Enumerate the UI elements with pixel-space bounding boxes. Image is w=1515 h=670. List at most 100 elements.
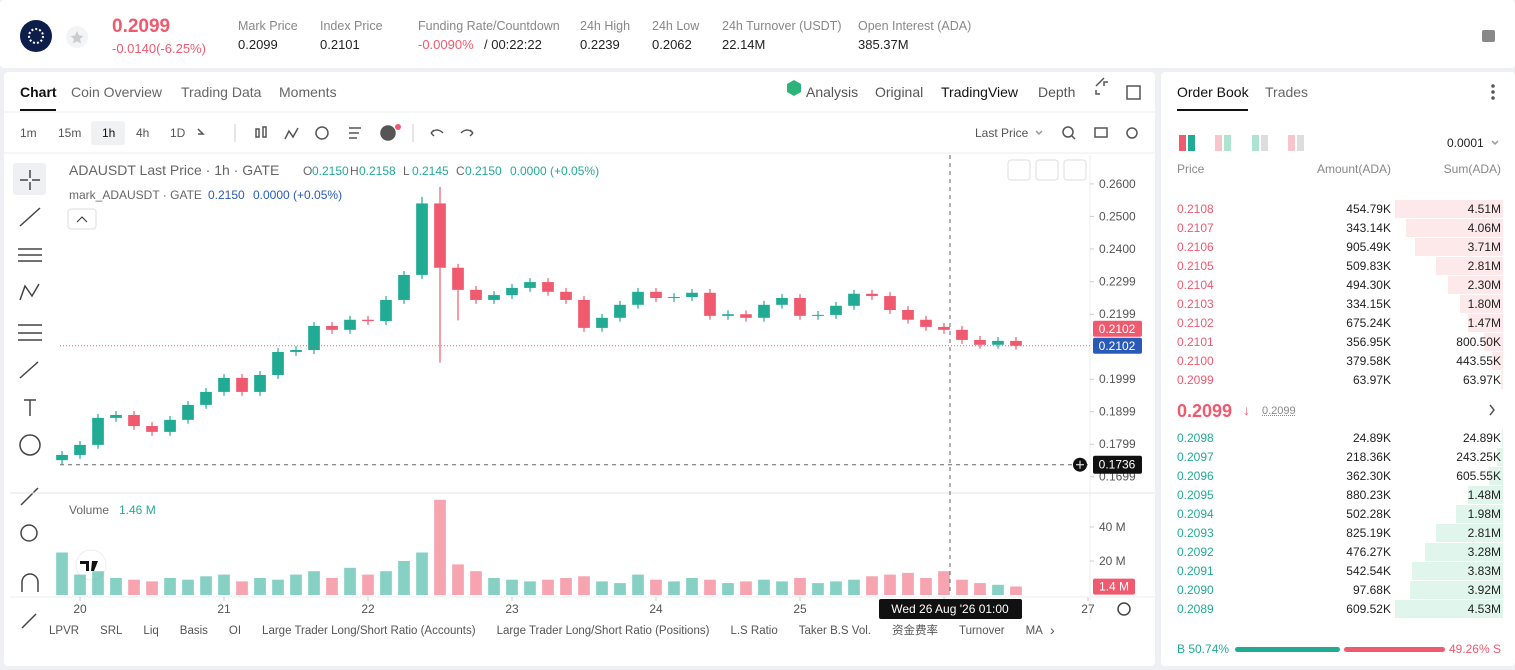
interval[interactable]: 1D xyxy=(170,126,186,140)
mark-price-box xyxy=(1093,337,1142,354)
ob-price[interactable]: 0.2091 xyxy=(1177,564,1214,578)
ob-price[interactable]: 0.2108 xyxy=(1177,202,1214,216)
ob-sum: 443.55K xyxy=(1456,354,1501,368)
x-tick-label: 20 xyxy=(73,602,87,616)
depth-bar xyxy=(1497,448,1503,466)
indicator[interactable]: SRL xyxy=(100,625,123,637)
depth-bar xyxy=(1424,543,1503,561)
volume-bar xyxy=(578,576,590,595)
interval[interactable]: 1m xyxy=(20,126,37,140)
volume-bar xyxy=(668,581,680,595)
ob-view-icons[interactable] xyxy=(1179,135,1304,151)
chart-panel xyxy=(4,72,1155,666)
interval[interactable]: 1h xyxy=(102,126,116,140)
ob-price[interactable]: 0.2105 xyxy=(1177,259,1214,273)
candle-body xyxy=(830,305,842,315)
ob-price[interactable]: 0.2093 xyxy=(1177,526,1214,540)
candle-body xyxy=(146,426,158,432)
drawing-tools[interactable] xyxy=(13,163,46,629)
stat-value: -0.0090% xyxy=(418,37,474,52)
depth-bar xyxy=(1488,467,1503,485)
volume-bar xyxy=(524,581,536,595)
ob-sum: 2.81M xyxy=(1467,259,1501,273)
depth-bar xyxy=(1501,371,1503,389)
ob-amount: 356.95K xyxy=(1346,335,1391,349)
indicator-more[interactable]: › xyxy=(1050,622,1055,638)
ob-arrow: ↓ xyxy=(1243,402,1250,418)
stat-label: 24h Turnover (USDT) xyxy=(722,19,842,33)
ob-price[interactable]: 0.2089 xyxy=(1177,602,1214,616)
candle-body xyxy=(686,292,698,298)
layout-icon[interactable] xyxy=(1482,30,1495,42)
stat-label: Index Price xyxy=(320,19,383,33)
view-tab[interactable]: Original xyxy=(875,84,924,100)
y-tick-label: 0.2299 xyxy=(1099,275,1136,289)
ob-price[interactable]: 0.2096 xyxy=(1177,469,1214,483)
ob-price[interactable]: 0.2101 xyxy=(1177,335,1214,349)
ob-price[interactable]: 0.2103 xyxy=(1177,297,1214,311)
ob-price[interactable]: 0.2098 xyxy=(1177,431,1214,445)
collapse-btn xyxy=(67,208,97,230)
candle-body xyxy=(650,291,662,298)
ob-price[interactable]: 0.2102 xyxy=(1177,316,1214,330)
indicator[interactable]: 资金费率 xyxy=(891,625,938,637)
ob-price[interactable]: 0.2095 xyxy=(1177,488,1214,502)
indicator[interactable]: MA xyxy=(1025,625,1043,637)
indicator[interactable]: Basis xyxy=(179,625,208,637)
interval[interactable]: 4h xyxy=(136,126,150,140)
ob-price[interactable]: 0.2094 xyxy=(1177,507,1214,521)
volume-bar xyxy=(416,552,428,595)
ob-price[interactable]: 0.2099 xyxy=(1177,373,1214,387)
ob-precision[interactable]: 0.0001 xyxy=(1447,136,1484,150)
ob-tab[interactable]: Trades xyxy=(1265,84,1309,100)
view-tab[interactable]: Depth xyxy=(1038,84,1076,100)
ob-tab[interactable]: Order Book xyxy=(1177,84,1249,100)
view-tab[interactable]: TradingView xyxy=(941,84,1019,100)
indicator[interactable]: Taker B.S Vol. xyxy=(798,625,871,637)
sell-bar xyxy=(1343,647,1445,652)
ob-price[interactable]: 0.2092 xyxy=(1177,545,1214,559)
chart-tab[interactable]: Chart xyxy=(20,84,57,100)
ob-price[interactable]: 0.2090 xyxy=(1177,583,1214,597)
depth-bar xyxy=(1460,295,1503,313)
indicator[interactable]: Large Trader Long/Short Ratio (Positions… xyxy=(496,625,710,637)
ob-amount: 454.79K xyxy=(1346,202,1391,216)
chart-tab[interactable]: Moments xyxy=(279,84,337,100)
indicator[interactable]: Liq xyxy=(143,625,159,637)
indicator[interactable]: Turnover xyxy=(958,625,1005,637)
stat-label: 24h High xyxy=(580,19,631,33)
depth-bar xyxy=(1395,600,1503,618)
volume-legend-value: 1.46 M xyxy=(119,503,156,517)
candle-body xyxy=(938,326,950,330)
view-tab[interactable]: Analysis xyxy=(806,84,859,100)
ob-price[interactable]: 0.2107 xyxy=(1177,221,1214,235)
ob-sum: 1.48M xyxy=(1467,488,1501,502)
volume-bar xyxy=(272,579,284,595)
candle-body xyxy=(326,325,338,330)
candle-body xyxy=(884,296,896,311)
indicator[interactable]: LPVR xyxy=(49,625,80,637)
ob-price[interactable]: 0.2104 xyxy=(1177,278,1214,292)
volume-bar xyxy=(650,579,662,595)
indicator[interactable]: L.S Ratio xyxy=(730,625,778,637)
indicator[interactable]: OI xyxy=(228,625,242,637)
volume-bar xyxy=(704,579,716,595)
ob-sum: 243.25K xyxy=(1456,450,1501,464)
ob-price[interactable]: 0.2097 xyxy=(1177,450,1214,464)
ob-price[interactable]: 0.2106 xyxy=(1177,240,1214,254)
ob-amount: 362.30K xyxy=(1346,469,1391,483)
buy-bar xyxy=(1235,647,1340,652)
volume-bar xyxy=(110,577,122,595)
stat-label: Mark Price xyxy=(238,19,298,33)
candle-body xyxy=(56,454,68,461)
ob-price[interactable]: 0.2100 xyxy=(1177,354,1214,368)
indicator[interactable]: Large Trader Long/Short Ratio (Accounts) xyxy=(262,625,476,637)
ohlc-key: H xyxy=(350,164,359,178)
chart-tab[interactable]: Coin Overview xyxy=(71,84,163,100)
chart-tab[interactable]: Trading Data xyxy=(181,84,262,100)
ob-sum: 605.55K xyxy=(1456,469,1501,483)
toolbar-icons[interactable] xyxy=(197,77,1499,416)
price-type[interactable]: Last Price xyxy=(975,126,1029,140)
candle-body xyxy=(524,282,536,288)
interval[interactable]: 15m xyxy=(58,126,82,140)
